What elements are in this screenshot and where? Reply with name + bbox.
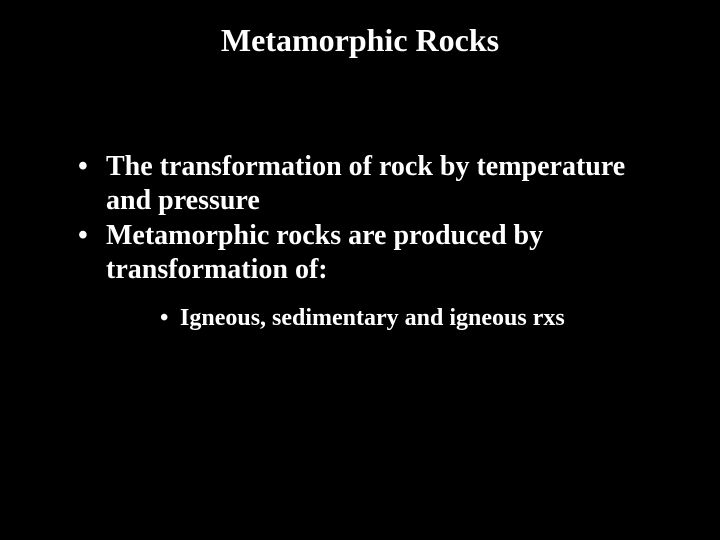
slide: Metamorphic Rocks • The transformation o…: [0, 0, 720, 540]
bullet-text: The transformation of rock by temperatur…: [106, 150, 660, 217]
bullet-marker: •: [160, 304, 180, 333]
slide-title: Metamorphic Rocks: [0, 22, 720, 59]
bullet-level1: • Metamorphic rocks are produced by tran…: [78, 219, 660, 286]
sub-bullet-group: • Igneous, sedimentary and igneous rxs: [160, 304, 660, 333]
bullet-marker: •: [78, 150, 106, 184]
bullet-level2: • Igneous, sedimentary and igneous rxs: [160, 304, 660, 333]
bullet-level1: • The transformation of rock by temperat…: [78, 150, 660, 217]
bullet-text: Metamorphic rocks are produced by transf…: [106, 219, 660, 286]
slide-body: • The transformation of rock by temperat…: [78, 150, 660, 333]
bullet-text: Igneous, sedimentary and igneous rxs: [180, 304, 660, 333]
bullet-marker: •: [78, 219, 106, 253]
